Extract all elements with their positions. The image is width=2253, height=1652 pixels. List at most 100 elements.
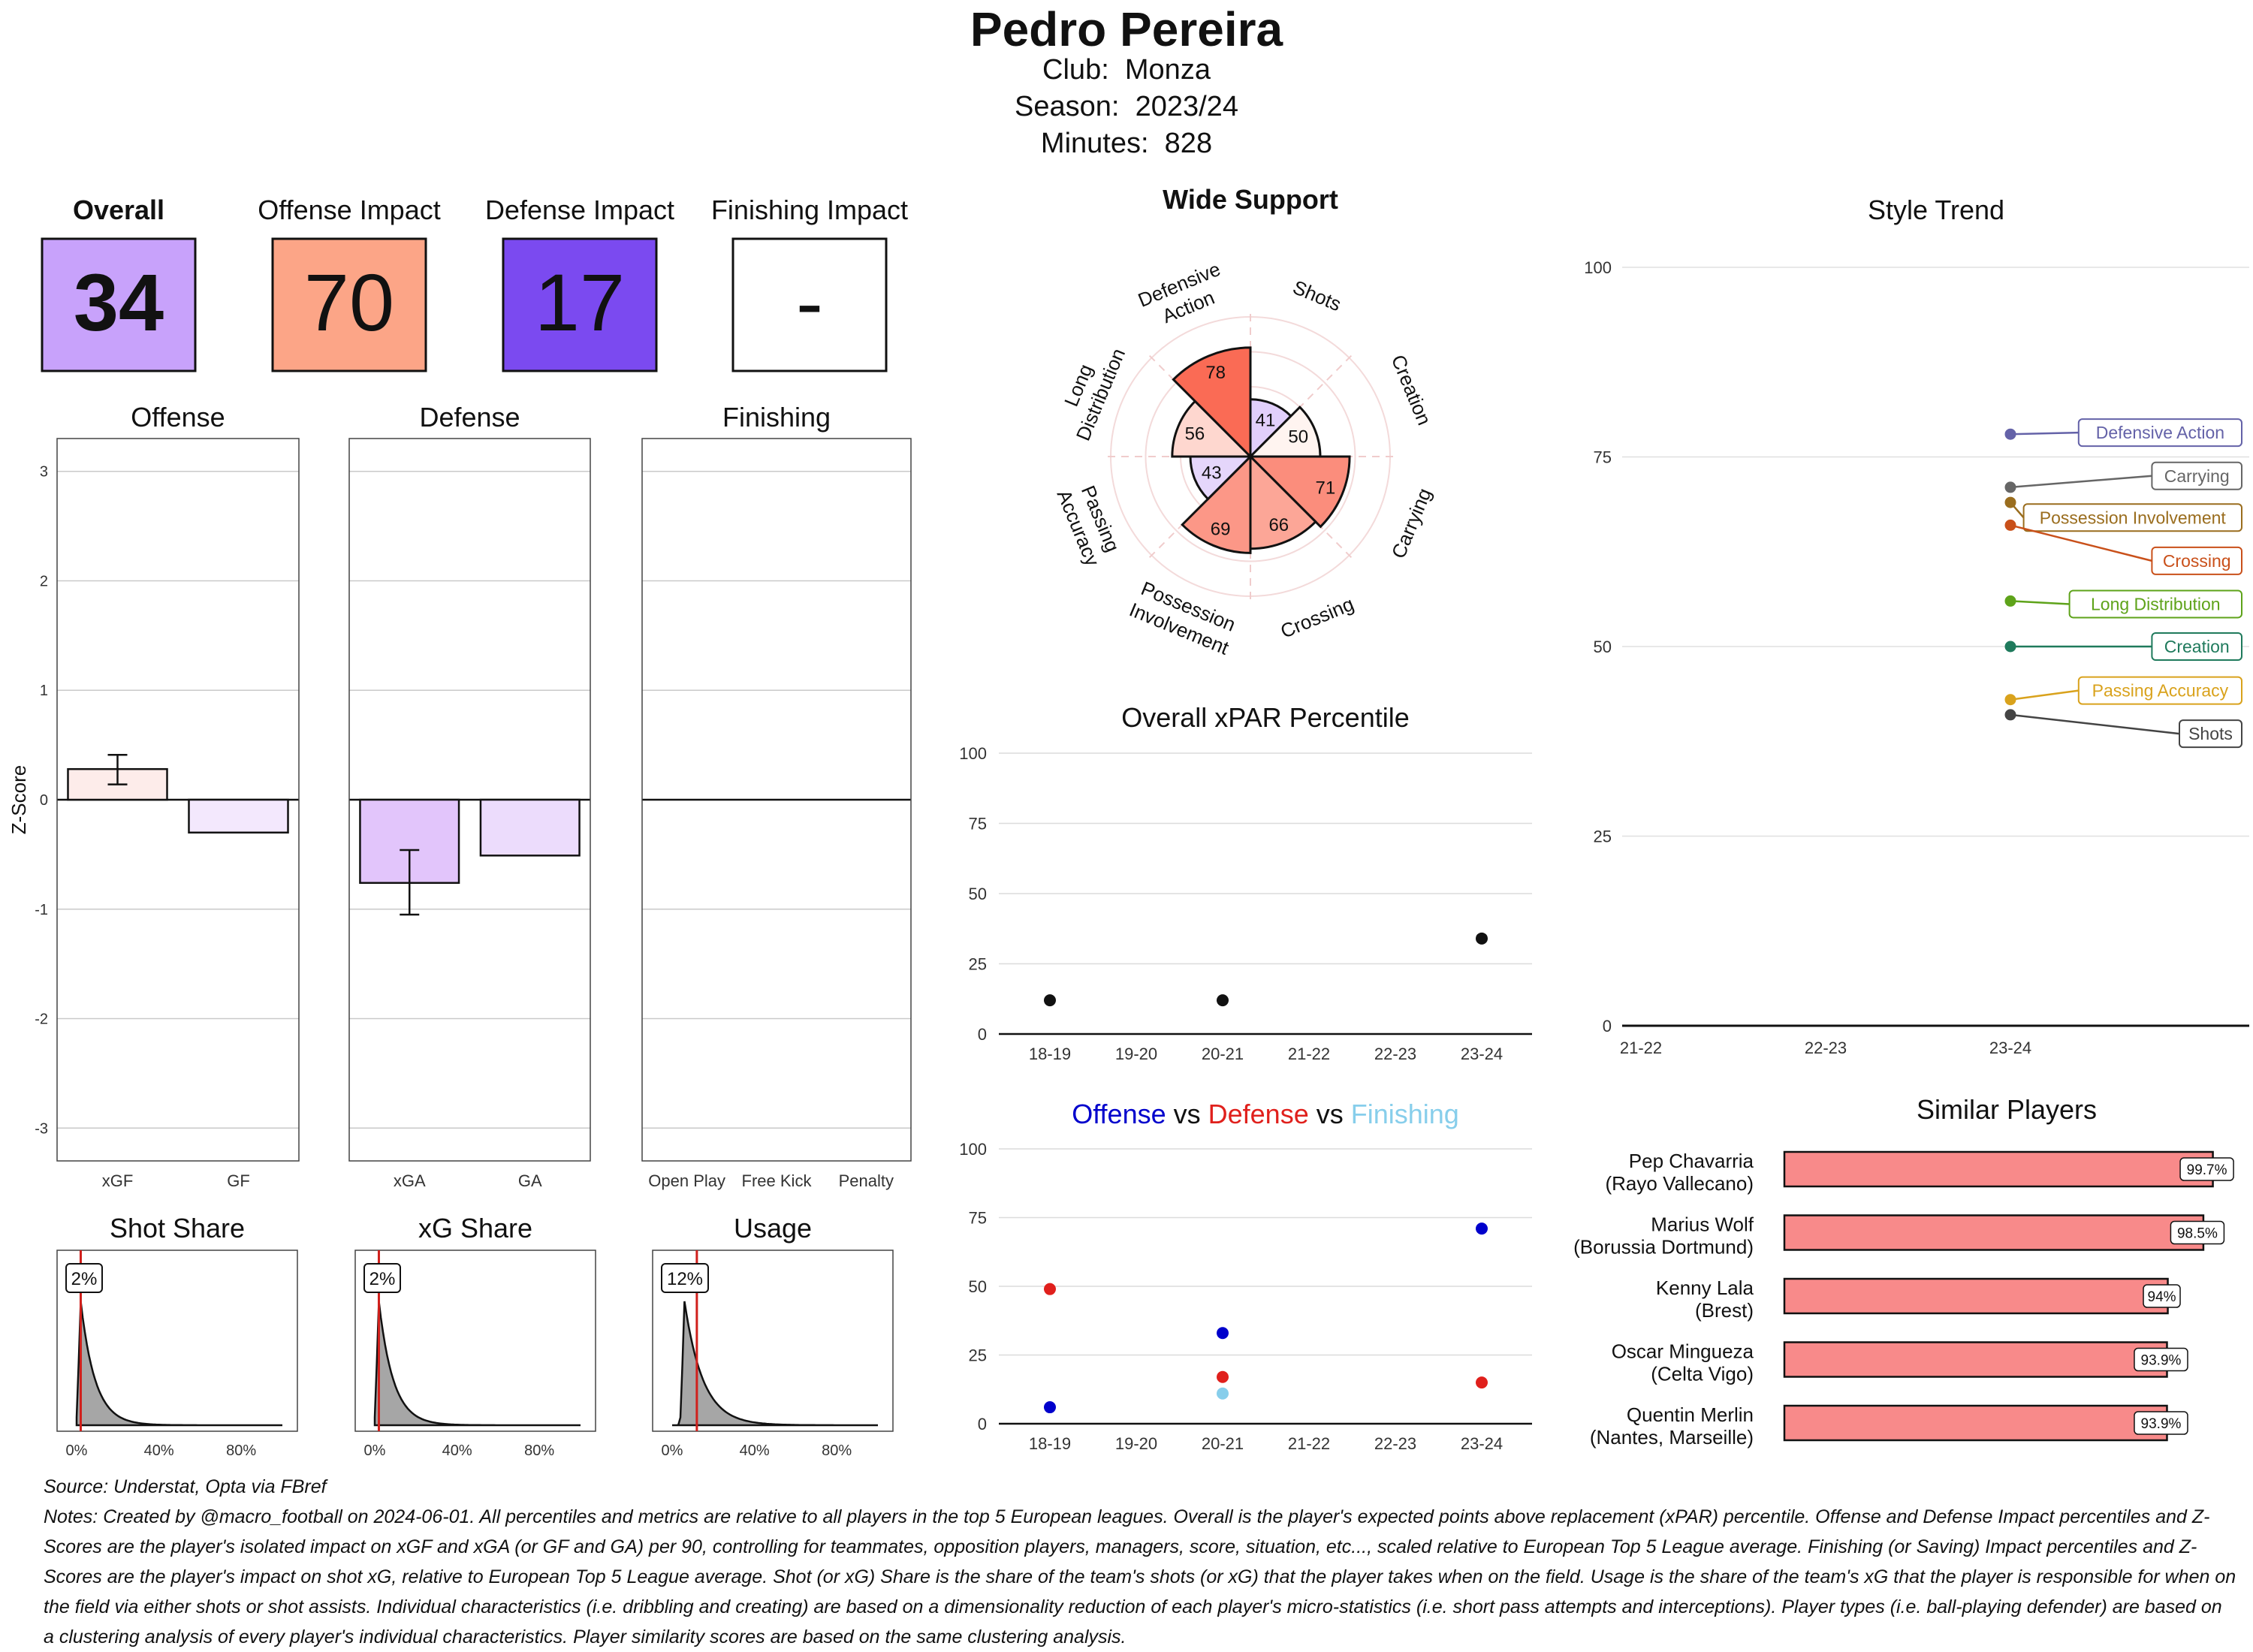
value-label: 2% bbox=[71, 1269, 98, 1289]
zscore-category-label: GA bbox=[518, 1171, 542, 1190]
x-tick-label: 21-22 bbox=[1288, 1045, 1330, 1063]
style-trend-label-box bbox=[2179, 719, 2242, 749]
y-tick-label: 50 bbox=[1594, 638, 1612, 656]
y-tick-label: 100 bbox=[959, 1140, 987, 1159]
impact-label: Finishing Impact bbox=[711, 194, 908, 225]
ovd-title-part: Offense bbox=[1072, 1099, 1166, 1129]
impact-value: 17 bbox=[535, 257, 625, 348]
distribution-panel: Shot Share 2% 0% 40% 80% bbox=[56, 1213, 298, 1459]
style-trend-label: Passing Accuracy bbox=[2092, 681, 2229, 701]
distribution-tick-label: 40% bbox=[740, 1442, 770, 1459]
y-tick-label: 25 bbox=[969, 1346, 987, 1365]
radar-value-label: 50 bbox=[1288, 427, 1308, 448]
style-trend-label: Possession Involvement bbox=[2040, 508, 2227, 527]
minutes-line: Minutes: 828 bbox=[0, 128, 2253, 160]
ovd-title-part: Finishing bbox=[1344, 1099, 1459, 1129]
y-tick-label: 25 bbox=[1594, 828, 1612, 846]
ovd-point bbox=[1044, 1401, 1056, 1414]
style-trend-point bbox=[2004, 641, 2016, 653]
zscore-panel-title: Defense bbox=[419, 402, 520, 433]
similar-player-team: (Borussia Dortmund) bbox=[1573, 1236, 1754, 1259]
x-tick-label: 22-23 bbox=[1805, 1039, 1847, 1057]
radar-value-label: 41 bbox=[1256, 411, 1276, 431]
style-trend-point bbox=[2004, 519, 2016, 531]
panel-frame bbox=[56, 438, 300, 1162]
style-trend-title: Style Trend bbox=[1868, 194, 2004, 225]
ovd-title-part: vs bbox=[1166, 1099, 1201, 1129]
impact-box bbox=[41, 237, 197, 372]
similarity-label: 98.5% bbox=[2177, 1226, 2218, 1242]
value-label-box bbox=[661, 1263, 709, 1293]
x-tick-label: 19-20 bbox=[1115, 1434, 1157, 1453]
similar-player-name: Oscar Mingueza bbox=[1612, 1340, 1754, 1363]
ovd-title-part: Defense bbox=[1201, 1099, 1309, 1129]
style-trend-connector bbox=[2010, 524, 2152, 562]
y-tick-label: 100 bbox=[959, 744, 987, 763]
similarity-label: 93.9% bbox=[2141, 1416, 2182, 1432]
value-label: 2% bbox=[369, 1269, 396, 1289]
radar-axis-label-line: Crossing bbox=[1277, 592, 1357, 643]
radar-bar bbox=[1247, 405, 1322, 458]
style-trend-label-box bbox=[2077, 418, 2243, 448]
distribution-title: xG Share bbox=[418, 1213, 532, 1244]
y-tick-label: 75 bbox=[1594, 448, 1612, 467]
x-tick-label: 21-22 bbox=[1620, 1039, 1662, 1057]
style-trend-label: Carrying bbox=[2164, 466, 2230, 486]
similarity-label-box bbox=[2143, 1284, 2181, 1308]
zscore-tick-label: 1 bbox=[40, 683, 48, 699]
value-label-box bbox=[65, 1263, 103, 1293]
zscore-category-label: Free Kick bbox=[742, 1171, 813, 1190]
style-trend-connector bbox=[2010, 713, 2180, 735]
zscore-tick-label: -2 bbox=[35, 1011, 48, 1028]
xpar-point bbox=[1476, 932, 1488, 945]
distribution-title: Shot Share bbox=[110, 1213, 245, 1244]
x-tick-label: 21-22 bbox=[1288, 1434, 1330, 1453]
radar-bar bbox=[1181, 454, 1252, 554]
similarity-label: 99.7% bbox=[2187, 1162, 2227, 1178]
similarity-label: 94% bbox=[2148, 1289, 2176, 1305]
ovd-title: Offense vs Defense vs Finishing bbox=[1072, 1099, 1459, 1129]
radar-axis-label-line: Shots bbox=[1289, 276, 1344, 315]
similar-player-name: Quentin Merlin bbox=[1627, 1403, 1754, 1426]
similar-player-team: (Brest) bbox=[1695, 1299, 1754, 1322]
zscore-panel-title: Offense bbox=[131, 402, 225, 433]
panel-frame bbox=[641, 438, 912, 1162]
style-trend-point bbox=[2004, 709, 2016, 721]
impact-box bbox=[271, 237, 427, 372]
similar-player-team: (Nantes, Marseille) bbox=[1590, 1426, 1754, 1449]
radar-spoke bbox=[1250, 352, 1355, 457]
value-label-box bbox=[363, 1263, 401, 1293]
distribution-panel: Usage 12% 0% 40% 80% bbox=[652, 1213, 894, 1459]
ovd-point bbox=[1476, 1222, 1488, 1235]
density-curve bbox=[75, 1301, 282, 1427]
zscore-tick-label: 3 bbox=[40, 464, 48, 481]
similarity-label-box bbox=[2170, 1220, 2225, 1245]
x-tick-label: 23-24 bbox=[1989, 1039, 2031, 1057]
similar-player-bar bbox=[1783, 1404, 2168, 1442]
distribution-title: Usage bbox=[734, 1213, 812, 1244]
style-trend-connector bbox=[2010, 689, 2079, 701]
value-label: 12% bbox=[667, 1269, 703, 1289]
zscore-category-label: xGF bbox=[102, 1171, 134, 1190]
ovd-point bbox=[1217, 1327, 1229, 1340]
style-trend-connector bbox=[2010, 475, 2152, 489]
style-trend-label-box bbox=[2151, 632, 2242, 661]
impact-label: Offense Impact bbox=[258, 194, 440, 225]
y-tick-label: 50 bbox=[969, 885, 987, 903]
radar-chart: 41 50 71 66 69 43 56 78 Shots Creation Carrying Cro… bbox=[1053, 258, 1436, 659]
distribution-panel: xG Share 2% 0% 40% 80% bbox=[354, 1213, 596, 1459]
similar-players-title: Similar Players bbox=[1917, 1094, 2097, 1125]
style-trend-connector bbox=[2010, 600, 2070, 605]
similarity-label-box bbox=[2179, 1157, 2234, 1181]
style-trend-point bbox=[2004, 595, 2016, 607]
similar-player-name: Marius Wolf bbox=[1651, 1213, 1754, 1236]
zscore-axis-label: Z-Score bbox=[8, 765, 30, 834]
minutes-label: Minutes: bbox=[1040, 128, 1149, 159]
style-trend-label: Long Distribution bbox=[2091, 594, 2221, 613]
style-trend-point bbox=[2004, 496, 2016, 508]
similarity-label-box bbox=[2134, 1347, 2188, 1372]
season-label: Season: bbox=[1015, 91, 1120, 122]
xpar-chart: 0 25 50 75 100 18-19 19-20 20-21 21-22 22-23 23-24 bbox=[959, 744, 1532, 1063]
x-tick-label: 23-24 bbox=[1461, 1434, 1503, 1453]
